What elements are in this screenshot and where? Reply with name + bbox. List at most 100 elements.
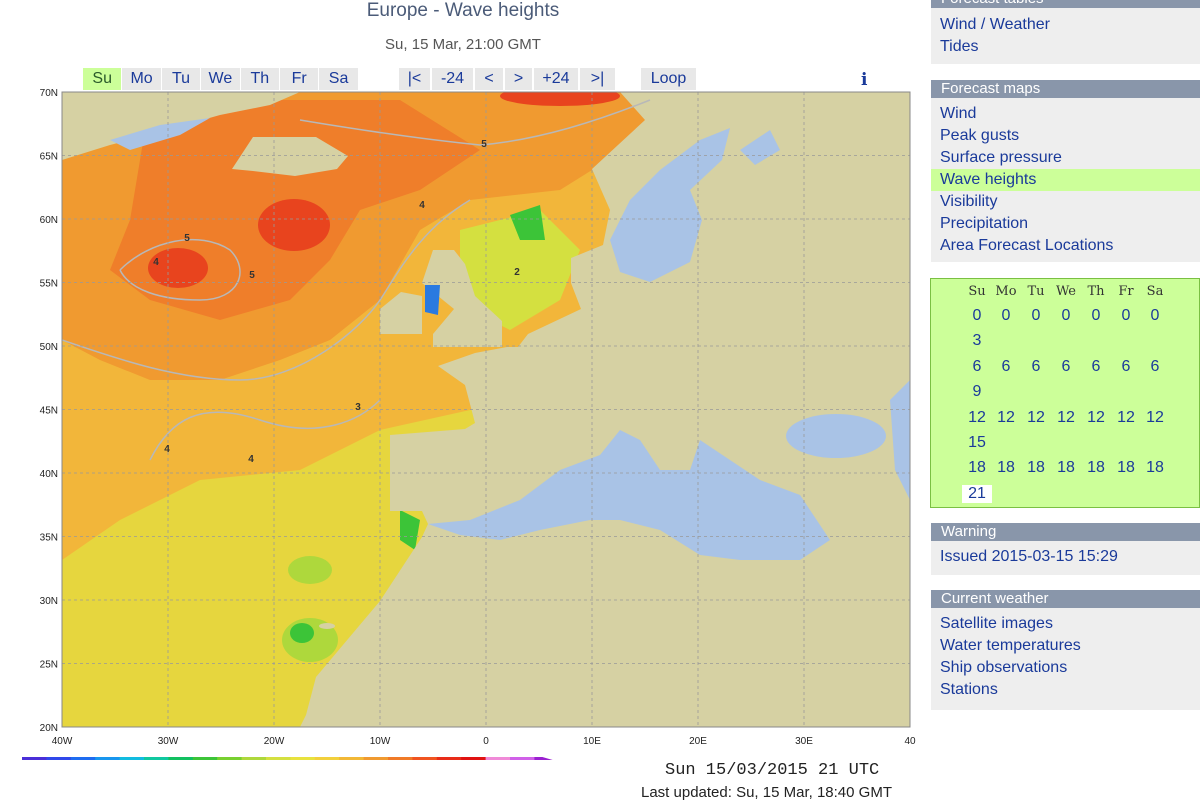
nav-link[interactable]: Area Forecast Locations (940, 237, 1114, 254)
day-button[interactable]: Th (239, 68, 279, 90)
legend-swatch (314, 757, 340, 760)
contour-label: 2 (514, 267, 520, 278)
contour-label: 4 (419, 200, 425, 211)
legend-swatch (412, 757, 438, 760)
lat-label: 50N (40, 342, 58, 353)
nav-link[interactable]: Tides (940, 38, 979, 55)
nav-button[interactable]: < (474, 68, 503, 90)
nav-link[interactable]: Wind / Weather (940, 16, 1050, 33)
nav-button[interactable]: -24 (431, 68, 473, 90)
legend-swatch (168, 757, 194, 760)
nav-link[interactable]: Water temperatures (940, 637, 1081, 654)
calendar-day: Su (968, 284, 986, 299)
calendar-hour[interactable]: 12 (1087, 408, 1105, 426)
calendar-hour[interactable]: 6 (1121, 357, 1131, 375)
legend-swatch (266, 757, 291, 760)
contour-label: 5 (184, 233, 190, 244)
nav-link[interactable]: Precipitation (940, 215, 1029, 232)
nav-button[interactable]: >| (579, 68, 615, 90)
info-button[interactable]: i (861, 70, 868, 90)
warning-text[interactable]: Issued 2015-03-15 15:29 (940, 548, 1118, 565)
calendar-hour[interactable]: 0 (972, 307, 982, 324)
calendar-hour[interactable]: 6 (1061, 357, 1071, 375)
calendar-hour[interactable]: 6 (1091, 357, 1101, 375)
calendar-hour[interactable]: 12 (1117, 408, 1135, 426)
forecast-calendar: Su Mo Tu We Th Fr Sa 0 0 0 0 0 0 0 3 6 6 6 6 6 6 6 9 12 12 12 12 12… (930, 278, 1200, 508)
calendar-hour[interactable]: 6 (1150, 357, 1160, 375)
calendar-hour[interactable]: 18 (1057, 459, 1075, 477)
lat-label: 65N (40, 152, 58, 163)
lon-label: 30W (158, 736, 179, 747)
legend-swatch (290, 757, 316, 760)
valid-time: Sun 15/03/2015 21 UTC (665, 761, 880, 780)
calendar-hour[interactable]: 12 (1146, 408, 1164, 426)
calendar-hour[interactable]: 6 (972, 357, 982, 375)
legend-swatch (46, 757, 72, 760)
day-button[interactable]: We (200, 68, 240, 90)
legend-swatch (22, 757, 47, 760)
calendar-hour[interactable]: 12 (968, 408, 986, 426)
nav-link[interactable]: Peak gusts (940, 127, 1020, 144)
calendar-day: Mo (995, 284, 1017, 299)
nav-link[interactable]: Satellite images (940, 615, 1053, 632)
calendar-hour[interactable]: 9 (972, 383, 982, 401)
nav-link[interactable]: Surface pressure (940, 149, 1062, 166)
legend-swatch (461, 757, 487, 760)
calendar-hour[interactable]: 12 (1057, 408, 1075, 426)
lon-label: 10E (583, 736, 601, 747)
calendar-hour[interactable]: 6 (1031, 357, 1041, 375)
legend-swatch (192, 757, 218, 760)
contour-label: 3 (355, 402, 361, 413)
legend-swatch (363, 757, 389, 760)
calendar-hour[interactable]: 0 (1031, 307, 1041, 324)
nav-link[interactable]: Wind (940, 105, 977, 122)
calendar-hour[interactable]: 12 (1027, 408, 1045, 426)
calendar-hour[interactable]: 6 (1001, 357, 1011, 375)
calendar-hour[interactable]: 3 (972, 332, 982, 350)
calendar-day: We (1056, 284, 1076, 299)
calendar-hour[interactable]: 0 (1001, 307, 1011, 324)
day-button[interactable]: Tu (160, 68, 201, 90)
nav-button[interactable]: +24 (533, 68, 578, 90)
nav-link[interactable]: Stations (940, 681, 998, 698)
nav-link[interactable]: Ship observations (940, 659, 1068, 676)
legend-swatch (485, 757, 511, 760)
calendar-hour[interactable]: 21 (962, 484, 992, 503)
day-button[interactable]: Fr (279, 68, 319, 90)
legend-swatch (95, 757, 121, 760)
calendar-hour[interactable]: 18 (968, 459, 986, 477)
loop-button[interactable]: Loop (640, 68, 696, 90)
calendar-hour[interactable]: 0 (1061, 307, 1071, 324)
nav-button[interactable]: |< (398, 68, 430, 90)
day-button[interactable]: Sa (318, 68, 358, 90)
lon-label: 20W (264, 736, 285, 747)
calendar-hour[interactable]: 0 (1091, 307, 1101, 324)
map-frame (61, 91, 911, 728)
calendar-hour[interactable]: 18 (1117, 459, 1135, 477)
day-button[interactable]: Su (82, 68, 122, 90)
calendar-hour[interactable]: 18 (1027, 459, 1045, 477)
contour-label: 4 (248, 454, 254, 465)
calendar-day: Sa (1146, 284, 1164, 299)
nav-link[interactable]: Visibility (940, 193, 998, 210)
nav-button[interactable]: > (504, 68, 532, 90)
lat-label: 25N (40, 660, 58, 671)
nav-link[interactable]: Wave heights (931, 169, 1200, 191)
sidebar-section: Forecast maps Wind Peak gusts Surface press… (931, 80, 1200, 262)
calendar-hour[interactable]: 0 (1121, 307, 1131, 324)
lon-label: 40 (904, 736, 916, 747)
day-button[interactable]: Mo (121, 68, 161, 90)
calendar-hour[interactable]: 12 (997, 408, 1015, 426)
legend-swatch (339, 757, 365, 760)
page-subtitle: Su, 15 Mar, 21:00 GMT (385, 36, 541, 53)
lat-label: 55N (40, 279, 58, 290)
legend-swatch (217, 757, 243, 760)
calendar-hour[interactable]: 18 (1087, 459, 1105, 477)
calendar-hour[interactable]: 0 (1150, 307, 1160, 324)
calendar-hour[interactable]: 15 (968, 434, 986, 451)
calendar-hour[interactable]: 18 (1146, 459, 1164, 477)
calendar-hour[interactable]: 18 (997, 459, 1015, 477)
legend-swatch (388, 757, 413, 760)
contour-label: 4 (153, 257, 159, 268)
